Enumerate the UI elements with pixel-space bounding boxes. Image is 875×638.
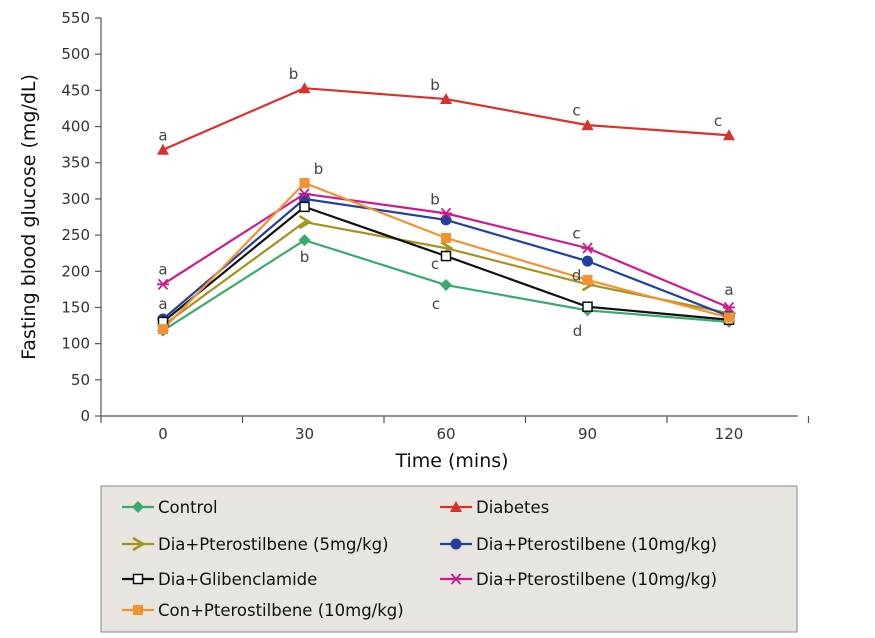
significance-label: c xyxy=(572,224,580,242)
data-point xyxy=(581,242,594,254)
significance-label: b xyxy=(300,248,310,266)
legend-marker xyxy=(132,501,144,513)
data-point xyxy=(299,201,310,213)
data-point xyxy=(440,93,452,105)
significance-label: c xyxy=(714,112,722,130)
legend-box xyxy=(100,485,798,633)
data-point xyxy=(158,324,168,335)
data-point xyxy=(581,119,594,131)
significance-label: b xyxy=(289,65,299,83)
significance-label: a xyxy=(158,295,167,313)
y-axis-title: Fasting blood glucose (mg/dL) xyxy=(18,74,40,360)
data-point xyxy=(298,82,311,94)
data-point xyxy=(157,143,169,155)
data-point xyxy=(157,278,169,290)
significance-label: c xyxy=(572,101,580,119)
x-tick-label: 120 xyxy=(715,425,744,443)
x-tick-label: 90 xyxy=(578,425,597,443)
y-tick-label: 300 xyxy=(61,190,90,208)
significance-label: d xyxy=(572,267,582,285)
significance-label: a xyxy=(158,127,167,145)
x-tick-label: 60 xyxy=(436,425,455,443)
significance-label: a xyxy=(158,261,167,279)
plot-area: 0 50 100 150 200 250 300 350 400 450 500 550 0 30 60 9… xyxy=(61,9,810,443)
legend-label: Dia+Glibenclamide xyxy=(158,570,317,589)
y-tick-label: 250 xyxy=(61,226,90,244)
legend-marker xyxy=(133,605,143,615)
y-tick-label: 0 xyxy=(80,407,90,425)
y-tick-label: 350 xyxy=(61,154,90,172)
y-tick-label: 400 xyxy=(61,118,90,136)
significance-label: a xyxy=(724,281,733,299)
legend-label: Control xyxy=(158,498,218,517)
x-tick-label: 30 xyxy=(295,425,314,443)
data-point xyxy=(298,214,313,230)
significance-label: b xyxy=(430,190,440,208)
y-tick-label: 200 xyxy=(61,262,90,280)
data-point xyxy=(298,188,311,200)
y-tick-label: 150 xyxy=(61,298,90,316)
data-point xyxy=(441,232,451,243)
legend-marker xyxy=(132,573,144,585)
data-point xyxy=(582,274,593,285)
data-point xyxy=(299,177,310,188)
y-tick-label: 550 xyxy=(61,9,90,27)
data-point xyxy=(582,301,593,312)
legend-marker xyxy=(450,501,462,512)
series-line xyxy=(162,220,730,327)
x-axis-title: Time (mins) xyxy=(394,450,508,472)
y-tick-label: 50 xyxy=(71,371,90,389)
data-point xyxy=(723,129,735,141)
legend-marker xyxy=(450,538,462,550)
significance-label: c xyxy=(432,295,440,313)
significance-label: c xyxy=(431,255,439,273)
data-point xyxy=(724,312,734,323)
data-point xyxy=(440,214,452,226)
data-point xyxy=(298,234,311,247)
data-point xyxy=(440,207,452,219)
data-point xyxy=(440,250,452,262)
legend: Control Diabetes Dia+Pterostilbene (5mg/kg… xyxy=(100,485,798,633)
legend-marker xyxy=(132,536,146,552)
data-point xyxy=(582,255,593,267)
data-point xyxy=(440,279,452,292)
y-tick-label: 100 xyxy=(61,335,90,353)
significance-label: b xyxy=(314,160,324,178)
y-tick-label: 500 xyxy=(61,45,90,63)
data-point xyxy=(723,301,735,314)
significance-label: b xyxy=(430,76,440,94)
legend-label: Dia+Pterostilbene (5mg/kg) xyxy=(158,535,389,554)
legend-marker xyxy=(450,573,462,585)
legend-label: Con+Pterostilbene (10mg/kg) xyxy=(158,601,404,620)
significance-label: d xyxy=(573,322,583,340)
legend-label: Dia+Pterostilbene (10mg/kg) xyxy=(476,570,717,589)
legend-label: Dia+Pterostilbene (10mg/kg) xyxy=(476,535,717,554)
legend-label: Diabetes xyxy=(476,498,549,517)
y-tick-label: 450 xyxy=(61,81,90,99)
x-tick-label: 0 xyxy=(158,425,168,443)
